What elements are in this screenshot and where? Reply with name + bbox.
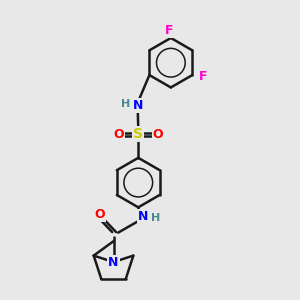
Text: N: N — [108, 256, 119, 268]
Text: O: O — [113, 128, 124, 141]
Text: H: H — [121, 99, 130, 109]
Text: N: N — [138, 210, 148, 223]
Text: H: H — [151, 213, 160, 223]
Text: O: O — [152, 128, 163, 141]
Text: O: O — [95, 208, 105, 221]
Text: N: N — [133, 99, 143, 112]
Text: F: F — [199, 70, 207, 83]
Text: S: S — [133, 128, 143, 141]
Text: F: F — [165, 24, 174, 37]
